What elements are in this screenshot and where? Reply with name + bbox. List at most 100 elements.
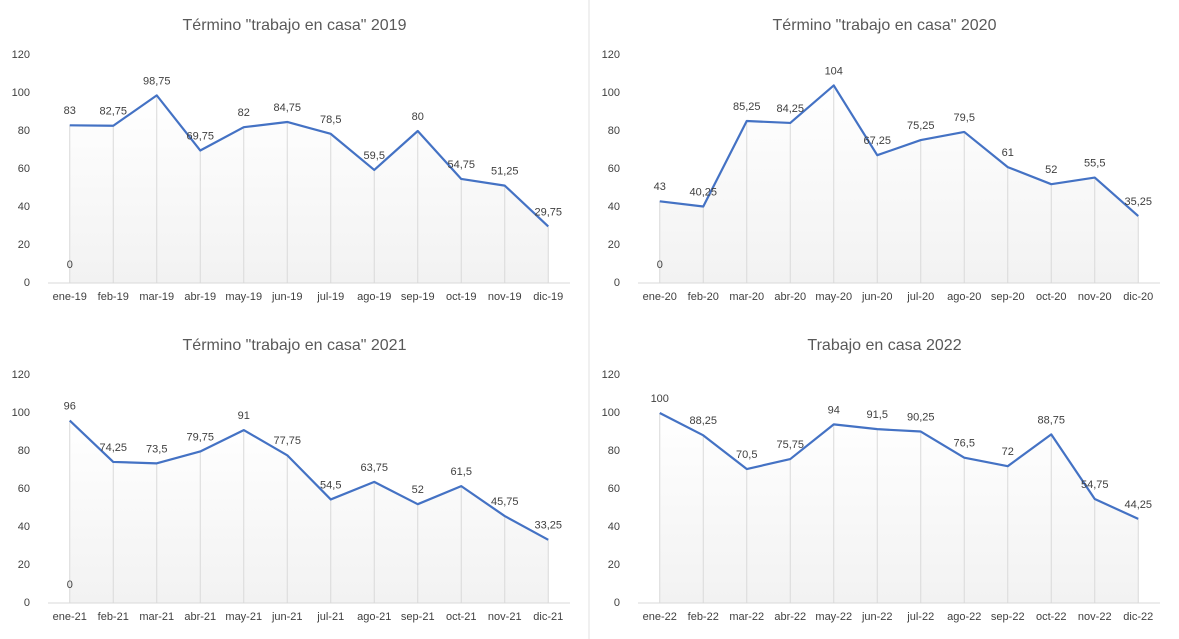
data-label: 88,25 (689, 415, 717, 427)
series-line (659, 412, 1139, 520)
data-label: 76,5 (954, 438, 975, 450)
x-tick-label: ago-20 (947, 291, 981, 303)
y-tick-label: 80 (608, 125, 620, 137)
chart-title: Término "trabajo en casa" 2019 (183, 17, 407, 34)
y-tick-label: 80 (608, 445, 620, 457)
x-tick-label: mar-21 (139, 611, 174, 623)
data-label: 100 (651, 393, 669, 405)
x-tick-label: may-22 (815, 611, 852, 623)
chart-title: Trabajo en casa 2022 (807, 337, 961, 354)
data-label: 78,5 (320, 114, 341, 126)
x-tick-label: jun-21 (271, 611, 303, 623)
y-tick-label: 80 (18, 125, 30, 137)
data-label: 33,25 (534, 520, 562, 532)
data-label: 79,5 (954, 112, 975, 124)
x-tick-label: sep-19 (401, 291, 435, 303)
data-label: 90,25 (907, 411, 935, 423)
y-tick-label: 80 (18, 445, 30, 457)
x-tick-label: abr-20 (774, 291, 806, 303)
y-tick-label: 40 (608, 201, 620, 213)
y-tick-label: 120 (12, 369, 30, 381)
x-tick-label: nov-22 (1078, 611, 1112, 623)
data-label: 45,75 (491, 496, 519, 508)
series-line (659, 84, 1139, 217)
area-fill (69, 420, 549, 603)
chart-panel: Término "trabajo en casa" 2019 0 20 40 60 80 1… (12, 17, 570, 303)
x-tick-label: ene-22 (643, 611, 677, 623)
data-label: 29,75 (534, 206, 562, 218)
y-tick-label: 0 (24, 277, 30, 289)
series-line (68, 419, 549, 541)
y-tick-label: 100 (12, 87, 30, 99)
y-tick-label: 60 (608, 163, 620, 175)
y-tick-label: 120 (602, 49, 620, 61)
chart-panel: Término "trabajo en casa" 2020 0 20 40 60 80 1… (602, 17, 1160, 303)
data-label: 83 (64, 105, 76, 117)
data-label: 51,25 (491, 166, 519, 178)
area-fill (659, 85, 1139, 284)
data-label: 85,25 (733, 101, 761, 113)
data-label: 70,5 (736, 449, 757, 461)
y-tick-label: 40 (18, 201, 30, 213)
x-tick-label: may-19 (225, 291, 262, 303)
y-tick-label: 0 (24, 597, 30, 609)
x-tick-label: jul-20 (906, 291, 934, 303)
data-label: 82,75 (99, 106, 127, 118)
x-tick-label: jul-22 (906, 611, 934, 623)
x-tick-label: dic-21 (533, 611, 563, 623)
x-tick-label: mar-20 (729, 291, 764, 303)
x-tick-label: sep-20 (991, 291, 1025, 303)
data-label: 98,75 (143, 75, 171, 87)
x-tick-label: may-21 (225, 611, 262, 623)
x-tick-label: ene-19 (53, 291, 87, 303)
data-label: 43 (654, 181, 666, 193)
y-tick-label: 0 (614, 277, 620, 289)
data-label: 52 (412, 484, 424, 496)
data-label: 52 (1045, 164, 1057, 176)
x-tick-label: nov-19 (488, 291, 522, 303)
annotation: 0 (67, 259, 73, 271)
data-label: 61,5 (451, 466, 472, 478)
data-label: 91,5 (867, 409, 888, 421)
data-label: 77,75 (273, 435, 301, 447)
x-tick-label: feb-19 (98, 291, 129, 303)
y-tick-label: 120 (602, 369, 620, 381)
data-label: 72 (1002, 446, 1014, 458)
x-tick-label: feb-20 (688, 291, 719, 303)
x-tick-label: oct-21 (446, 611, 477, 623)
x-tick-label: oct-20 (1036, 291, 1067, 303)
x-tick-label: oct-19 (446, 291, 477, 303)
chart-panel: Trabajo en casa 2022 0 20 40 60 80 100 120 100 88… (602, 337, 1160, 623)
x-tick-label: may-20 (815, 291, 852, 303)
data-label: 59,5 (364, 150, 385, 162)
data-label: 80 (412, 111, 424, 123)
x-tick-label: mar-22 (729, 611, 764, 623)
x-tick-label: jun-22 (861, 611, 893, 623)
x-tick-label: ago-22 (947, 611, 981, 623)
x-tick-label: feb-22 (688, 611, 719, 623)
x-tick-label: feb-21 (98, 611, 129, 623)
x-tick-label: abr-22 (774, 611, 806, 623)
y-tick-label: 60 (608, 483, 620, 495)
data-label: 73,5 (146, 443, 167, 455)
y-tick-label: 100 (602, 87, 620, 99)
data-label: 75,75 (776, 439, 804, 451)
x-tick-label: dic-19 (533, 291, 563, 303)
y-tick-label: 20 (608, 559, 620, 571)
data-label: 75,25 (907, 120, 935, 132)
y-tick-label: 60 (18, 163, 30, 175)
data-label: 67,25 (863, 135, 891, 147)
data-label: 54,5 (320, 479, 341, 491)
data-label: 35,25 (1124, 196, 1152, 208)
y-tick-label: 40 (18, 521, 30, 533)
x-tick-label: jun-20 (861, 291, 893, 303)
x-tick-label: abr-21 (184, 611, 216, 623)
x-tick-label: sep-22 (991, 611, 1025, 623)
x-tick-label: jun-19 (271, 291, 303, 303)
data-label: 69,75 (186, 130, 214, 142)
x-tick-label: nov-21 (488, 611, 522, 623)
data-label: 91 (238, 410, 250, 422)
y-tick-label: 20 (608, 239, 620, 251)
data-label: 74,25 (99, 442, 127, 454)
